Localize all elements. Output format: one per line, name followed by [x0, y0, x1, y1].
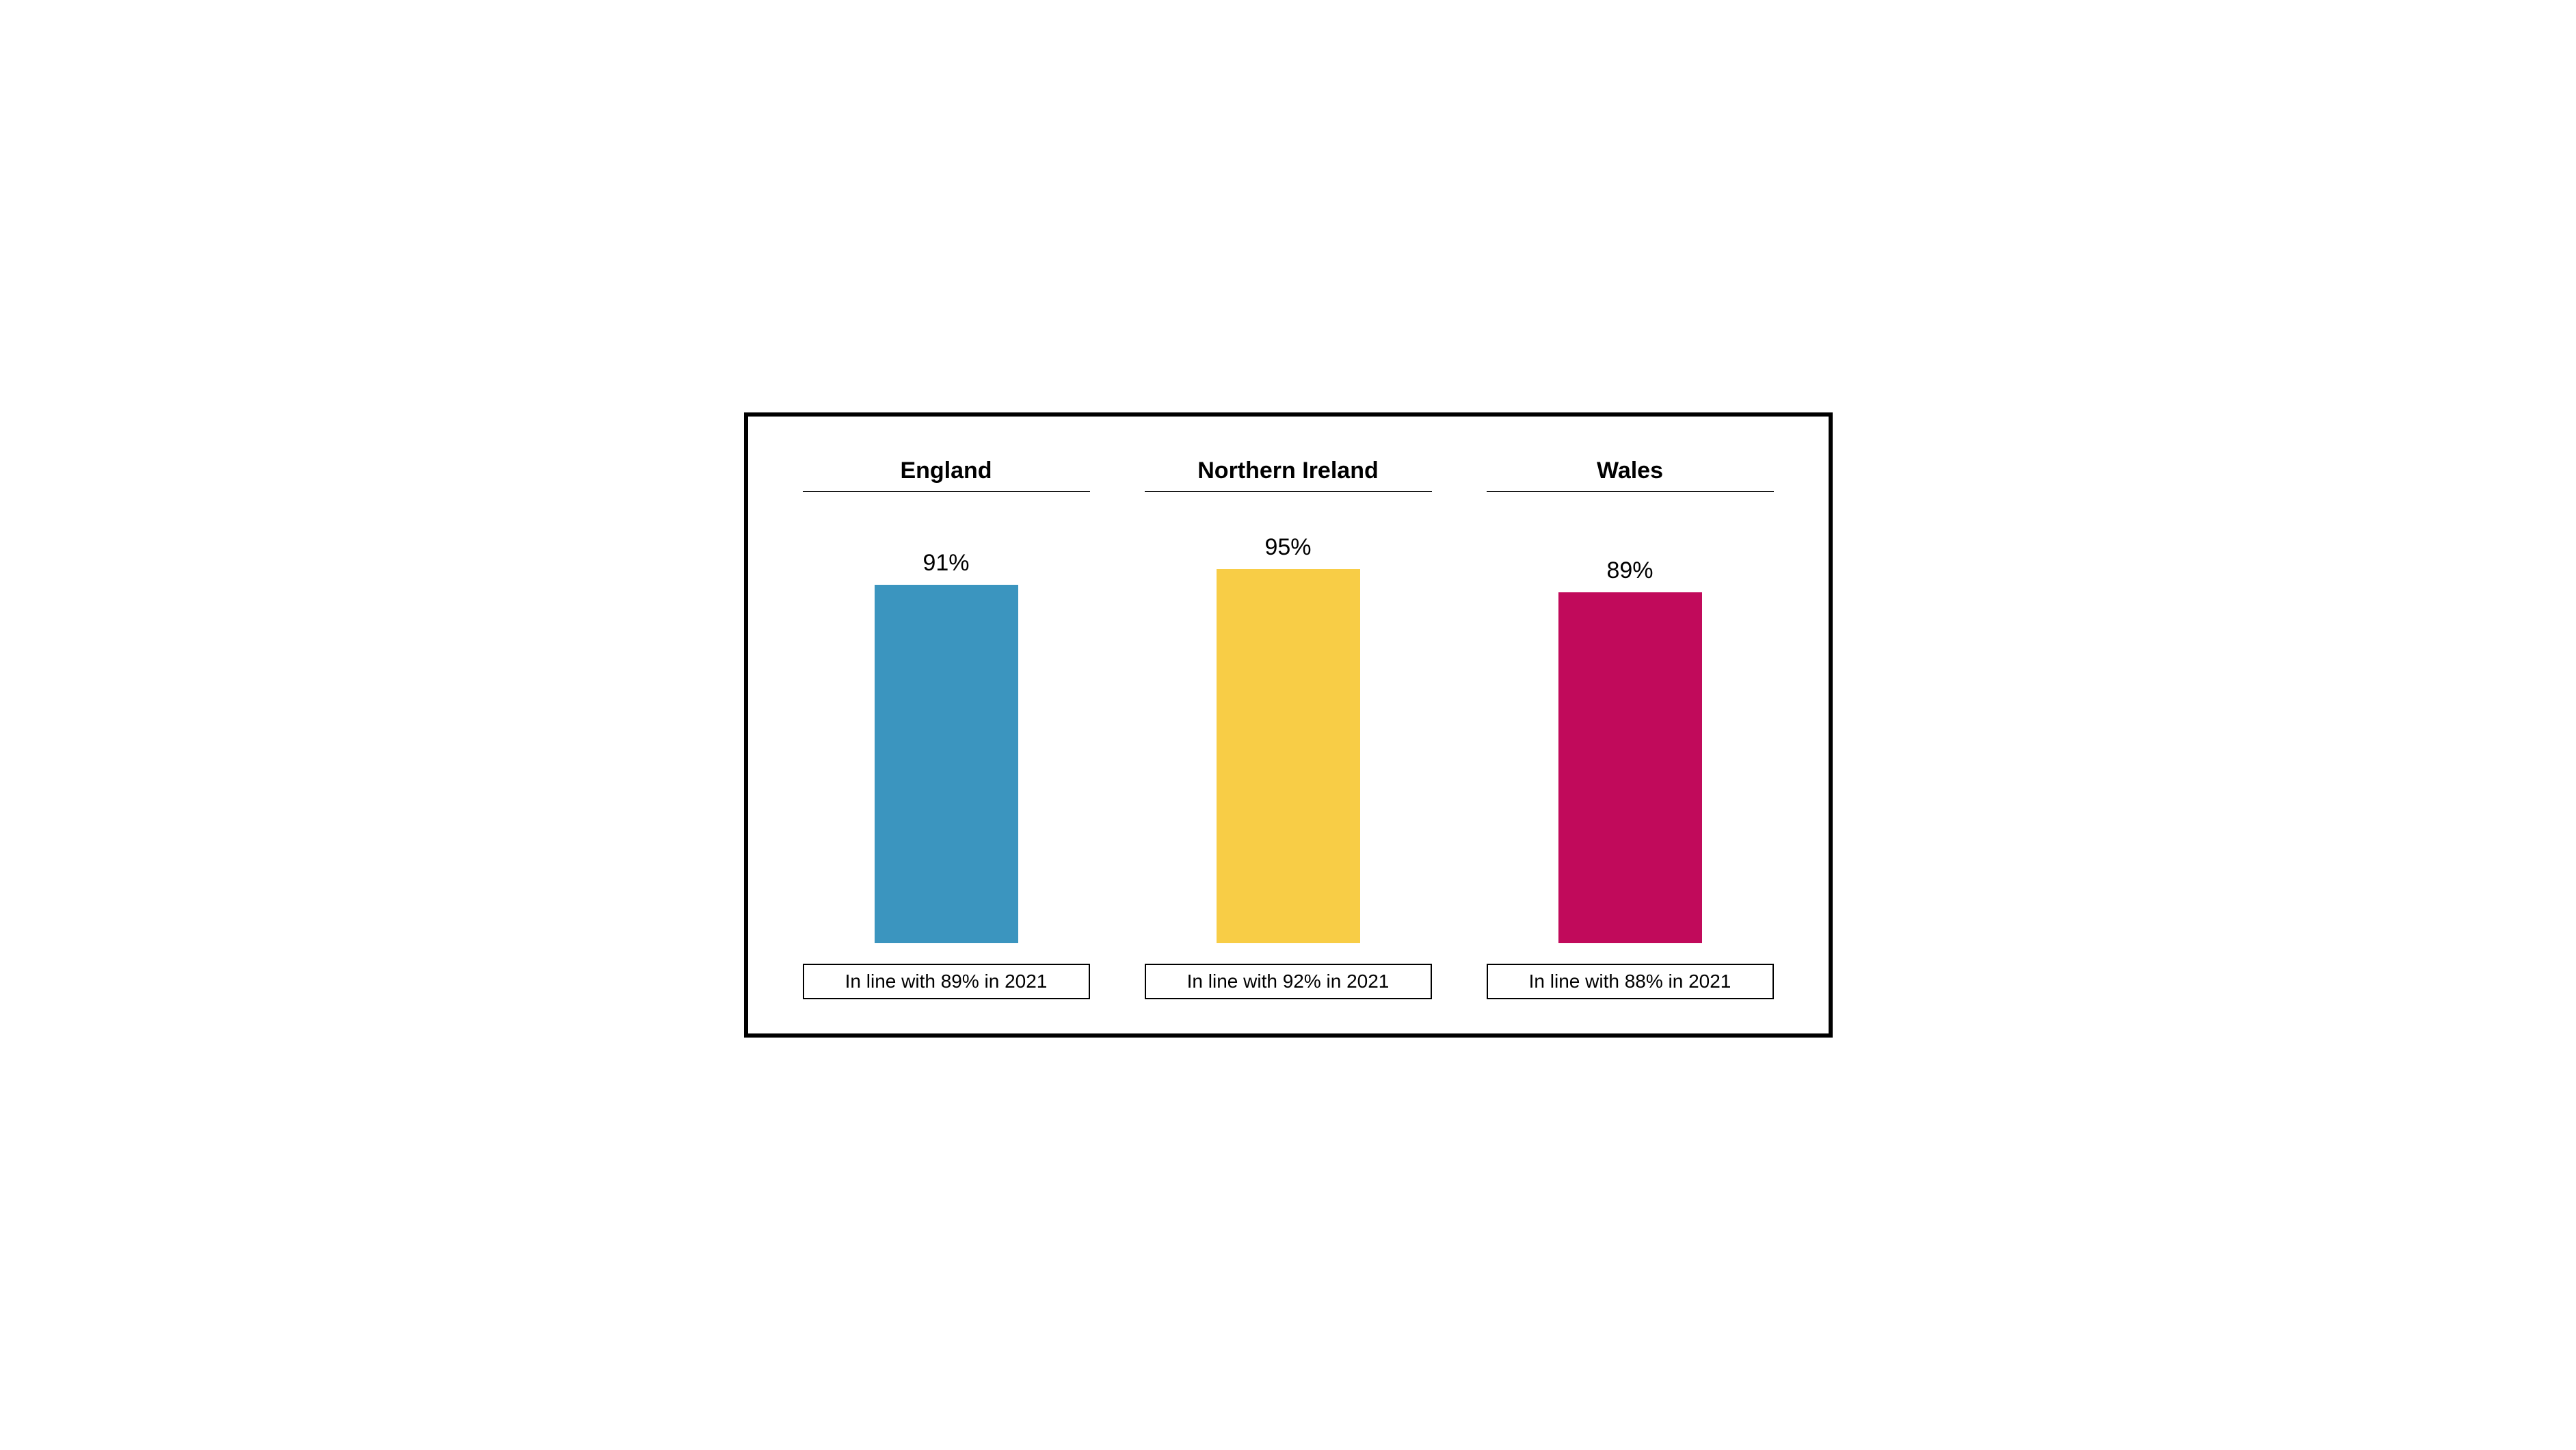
panel-england: England 91% In line with 89% in 2021 — [803, 458, 1090, 999]
bar — [875, 585, 1018, 943]
value-label: 91% — [922, 550, 969, 577]
caption-box: In line with 89% in 2021 — [803, 964, 1090, 999]
value-label: 95% — [1264, 534, 1311, 561]
title-rule — [803, 491, 1090, 492]
bar-area: 91% — [803, 505, 1090, 943]
bar — [1558, 592, 1702, 943]
title-rule — [1487, 491, 1774, 492]
bar — [1217, 569, 1360, 943]
bar-area: 89% — [1487, 505, 1774, 943]
panel-title: England — [803, 458, 1090, 491]
panel-title: Northern Ireland — [1145, 458, 1432, 491]
panel-title: Wales — [1487, 458, 1774, 491]
title-rule — [1145, 491, 1432, 492]
panel-wales: Wales 89% In line with 88% in 2021 — [1487, 458, 1774, 999]
caption-box: In line with 92% in 2021 — [1145, 964, 1432, 999]
chart-frame: England 91% In line with 89% in 2021 Nor… — [744, 412, 1833, 1038]
bar-area: 95% — [1145, 505, 1432, 943]
value-label: 89% — [1606, 557, 1653, 584]
caption-box: In line with 88% in 2021 — [1487, 964, 1774, 999]
panel-northern-ireland: Northern Ireland 95% In line with 92% in… — [1145, 458, 1432, 999]
